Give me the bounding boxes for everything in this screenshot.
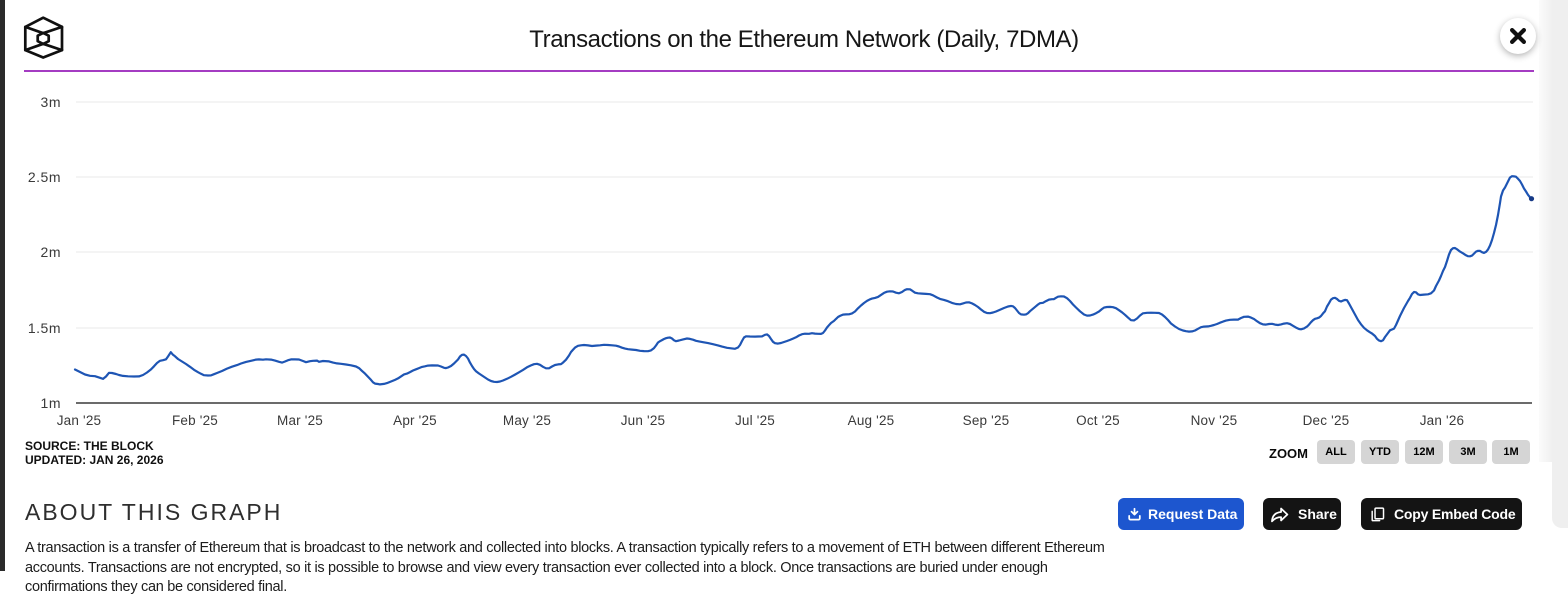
svg-text:Jun '25: Jun '25 [621,413,666,428]
svg-text:Oct '25: Oct '25 [1076,413,1120,428]
svg-text:Sep '25: Sep '25 [963,413,1010,428]
svg-text:3m: 3m [41,94,61,110]
svg-text:Apr '25: Apr '25 [393,413,437,428]
svg-text:Aug '25: Aug '25 [848,413,895,428]
svg-text:Jan '26: Jan '26 [1420,413,1465,428]
svg-text:Mar '25: Mar '25 [277,413,323,428]
svg-text:May '25: May '25 [503,413,551,428]
svg-text:Dec '25: Dec '25 [1303,413,1350,428]
svg-text:1m: 1m [41,395,61,411]
svg-text:Nov '25: Nov '25 [1191,413,1238,428]
svg-text:Feb '25: Feb '25 [172,413,218,428]
svg-text:Jan '25: Jan '25 [57,413,102,428]
svg-text:1.5m: 1.5m [28,320,61,336]
svg-text:2m: 2m [41,244,61,260]
svg-text:Jul '25: Jul '25 [735,413,775,428]
svg-text:2.5m: 2.5m [28,169,61,185]
